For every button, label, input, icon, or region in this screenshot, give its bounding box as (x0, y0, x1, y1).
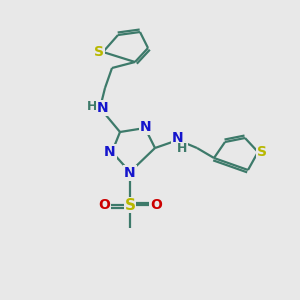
Text: N: N (97, 101, 109, 115)
Text: S: S (124, 197, 136, 212)
Text: O: O (150, 198, 162, 212)
Text: N: N (172, 131, 184, 145)
Text: N: N (124, 166, 136, 180)
Text: N: N (104, 145, 116, 159)
Text: O: O (98, 198, 110, 212)
Text: S: S (94, 45, 104, 59)
Text: H: H (87, 100, 97, 112)
Text: H: H (177, 142, 187, 155)
Text: N: N (140, 120, 152, 134)
Text: S: S (257, 145, 267, 159)
